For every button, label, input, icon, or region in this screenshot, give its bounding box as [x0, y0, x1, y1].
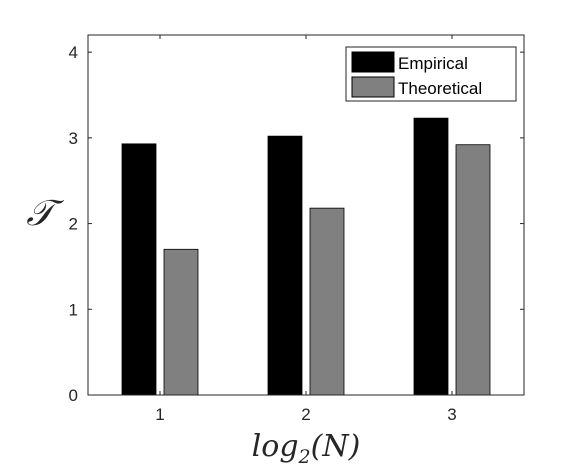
bars-group	[121, 117, 491, 396]
bar-theoretical-1	[163, 248, 199, 396]
x-tick-label: 1	[155, 405, 164, 424]
bar-empirical-1	[121, 143, 157, 396]
legend-label-theoretical: Theoretical	[398, 79, 482, 98]
bar-theoretical-2	[309, 207, 345, 396]
y-axis: 0 1 2 3 4	[69, 43, 524, 405]
legend-label-empirical: Empirical	[398, 54, 468, 73]
y-tick-label: 4	[69, 43, 78, 62]
y-tick-label: 2	[69, 215, 78, 234]
bar-empirical-3	[413, 117, 449, 396]
x-axis-label-base: log	[252, 429, 299, 464]
y-axis-label: 𝒯	[26, 193, 64, 234]
bar-theoretical-3	[455, 144, 491, 396]
legend-swatch-empirical	[351, 51, 395, 73]
legend-swatch-theoretical	[351, 76, 395, 98]
x-axis-label: log2(N)	[252, 429, 361, 468]
y-tick-label: 1	[69, 300, 78, 319]
bar-empirical-2	[267, 135, 303, 396]
x-tick-label: 2	[301, 405, 310, 424]
x-tick-label: 3	[447, 405, 456, 424]
x-axis: 1 2 3	[155, 35, 457, 424]
legend: Empirical Theoretical	[345, 46, 517, 102]
y-tick-label: 3	[69, 129, 78, 148]
x-axis-label-sub: 2	[298, 446, 311, 468]
x-axis-label-rest: (N)	[311, 429, 361, 464]
y-tick-label: 0	[69, 386, 78, 405]
